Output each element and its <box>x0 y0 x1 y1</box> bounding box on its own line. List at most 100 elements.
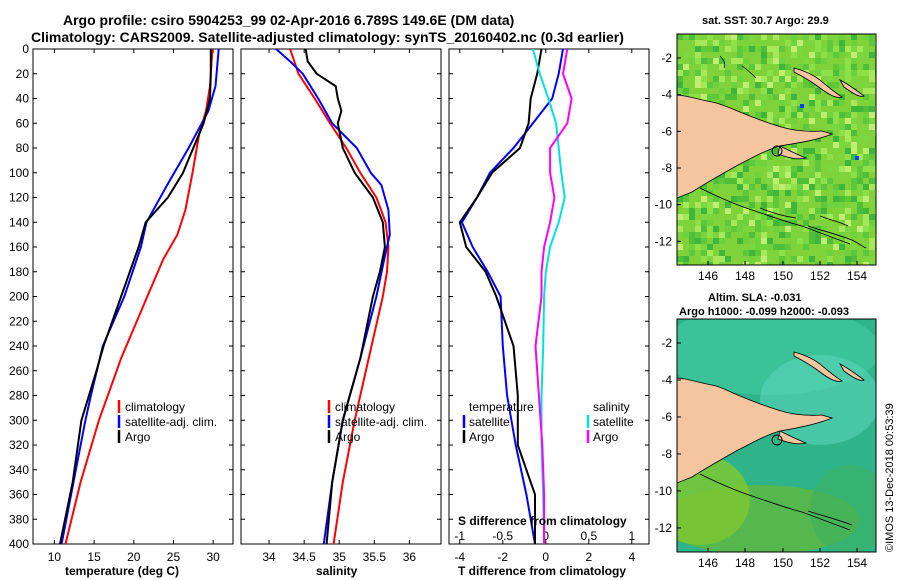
map-x-tick-label: 150 <box>773 556 793 570</box>
legend-label-s-argo: Argo <box>593 430 619 444</box>
sst-cold-pixel <box>800 104 804 108</box>
salinity-axis-label: salinity <box>316 564 358 578</box>
depth-tick-label: 80 <box>16 141 30 155</box>
depth-tick-label: 280 <box>9 389 29 403</box>
x-tick-label: 15 <box>87 550 101 564</box>
new-guinea-tail <box>777 430 808 445</box>
depth-tick-label: 400 <box>9 537 29 551</box>
depth-tick-label: 120 <box>9 191 29 205</box>
x-tick-label: 4 <box>628 550 635 564</box>
x2-tick-label: 0.5 <box>580 529 597 543</box>
coast-south <box>699 187 851 245</box>
depth-tick-label: 340 <box>9 463 29 477</box>
x-tick-label: 35 <box>333 550 347 564</box>
map-y-tick-label: -10 <box>655 198 673 212</box>
map-x-tick-label: 148 <box>735 269 755 283</box>
depth-tick-label: 260 <box>9 364 29 378</box>
depth-tick-label: 240 <box>9 339 29 353</box>
new-guinea-tail <box>777 145 808 160</box>
legend-label-satellite: satellite-adj. clim. <box>335 415 427 429</box>
x-tick-label: 36 <box>403 550 417 564</box>
legend-label-climatology: climatology <box>125 400 185 414</box>
argo-location-marker <box>771 434 783 446</box>
sla-map <box>677 319 876 552</box>
series-line-satellite-adj-clim- <box>60 49 220 544</box>
depth-tick-label: 100 <box>9 166 29 180</box>
x-tick-label: -2 <box>497 550 508 564</box>
map-y-tick-label: -4 <box>661 88 672 102</box>
x2-tick-label: -0.5 <box>492 529 513 543</box>
depth-tick-label: 320 <box>9 438 29 452</box>
figure-title-line2: Climatology: CARS2009. Satellite-adjuste… <box>31 29 624 45</box>
depth-tick-label: 380 <box>9 512 29 526</box>
x-tick-label: 34 <box>262 550 276 564</box>
x-tick-label: 35.5 <box>363 550 387 564</box>
salinity-tick-labels: 34 34.5 35 35.5 36 <box>262 550 416 564</box>
difference-series <box>458 49 573 544</box>
depth-tick-label: 20 <box>16 67 30 81</box>
map-y-tick-label: -6 <box>661 410 672 424</box>
s-difference-tick-labels: -1 -0.5 0 0.5 1 <box>454 529 635 543</box>
sst-map-ticks: 146 148 150 152 154 -2 -4 -6 -8 -10 -12 <box>655 51 868 283</box>
depth-tick-label: 40 <box>16 92 30 106</box>
difference-panel-frame <box>448 48 650 545</box>
depth-tick-label: 160 <box>9 240 29 254</box>
difference-legend: temperature satellite Argo salinity sate… <box>462 400 634 444</box>
map-y-tick-label: -8 <box>661 447 672 461</box>
salinity-panel-frame <box>240 48 442 545</box>
map-x-tick-label: 152 <box>810 556 830 570</box>
sst-cold-pixel <box>855 156 859 160</box>
map-x-tick-label: 150 <box>773 269 793 283</box>
x-tick-label: 2 <box>585 550 592 564</box>
axis-ticks <box>33 48 649 545</box>
x-tick-label: 10 <box>48 550 62 564</box>
depth-tick-label: 360 <box>9 488 29 502</box>
map-x-tick-label: 152 <box>810 269 830 283</box>
legend-label-t-satellite: satellite <box>469 415 510 429</box>
sla-map-frame <box>676 318 877 553</box>
legend-label-argo: Argo <box>335 430 361 444</box>
s-difference-axis-label: S difference from climatology <box>458 514 627 528</box>
legend-label-satellite: satellite-adj. clim. <box>125 415 217 429</box>
salinity-legend: climatology satellite-adj. clim. Argo <box>327 400 427 444</box>
series-line-argo <box>304 49 386 544</box>
map-y-tick-label: -2 <box>661 51 672 65</box>
sst-map <box>677 34 876 265</box>
islands-east <box>838 79 865 97</box>
map-y-tick-label: -4 <box>661 373 672 387</box>
imos-credit: ©IMOS 13-Dec-2018 00:53:39 <box>884 403 896 552</box>
x-tick-label: 30 <box>206 550 220 564</box>
depth-tick-label: 0 <box>22 42 29 56</box>
map-y-tick-label: -6 <box>661 124 672 138</box>
x2-tick-label: 0 <box>542 529 549 543</box>
legend-label-temperature: temperature <box>469 400 534 414</box>
sst-map-cells <box>677 34 876 265</box>
new-guinea-land <box>677 377 834 484</box>
sst-map-frame <box>676 33 877 266</box>
legend-label-climatology: climatology <box>335 400 395 414</box>
depth-tick-label: 60 <box>16 116 30 130</box>
legend-label-salinity: salinity <box>593 400 630 414</box>
map-y-tick-label: -12 <box>655 234 673 248</box>
islands-east <box>838 363 865 381</box>
t-difference-tick-labels: -4 -2 0 2 4 <box>454 550 635 564</box>
x2-tick-label: 1 <box>628 529 635 543</box>
map-x-tick-label: 148 <box>735 556 755 570</box>
x-tick-label: -4 <box>454 550 465 564</box>
depth-tick-label: 180 <box>9 265 29 279</box>
islands-se <box>759 207 867 249</box>
figure-title-line1: Argo profile: csiro 5904253_99 02-Apr-20… <box>63 12 514 28</box>
sst-map-title: sat. SST: 30.7 Argo: 29.9 <box>702 15 829 27</box>
depth-tick-labels: 0 20 40 60 80 100 120 140 160 180 200 220 240 260 280 3… <box>9 42 29 551</box>
sla-map-title-line1: Altim. SLA: -0.031 <box>708 292 802 304</box>
depth-tick-label: 200 <box>9 290 29 304</box>
x2-tick-label: -1 <box>454 529 465 543</box>
depth-tick-label: 220 <box>9 314 29 328</box>
legend-label-argo: Argo <box>125 430 151 444</box>
new-britain-land <box>793 351 843 382</box>
new-britain-land <box>793 67 843 98</box>
sla-map-title-line2: Argo h1000: -0.099 h2000: -0.093 <box>679 306 849 318</box>
sla-map-ticks: 146 148 150 152 154 -2 -4 -6 -8 -10 -12 <box>655 336 868 570</box>
coast-north <box>719 55 757 79</box>
